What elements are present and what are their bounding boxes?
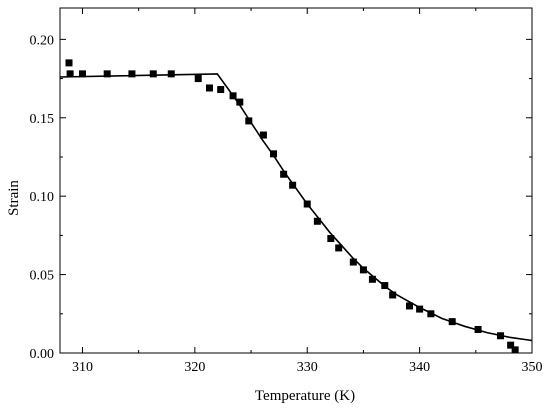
data-point xyxy=(270,150,278,158)
x-tick-label: 320 xyxy=(184,360,205,375)
axes: 310 320 330 340 350 0.00 0.05 0.10 0.15 0.20 xyxy=(30,7,543,375)
data-point xyxy=(335,244,343,252)
data-point xyxy=(313,217,321,225)
data-point xyxy=(381,282,389,290)
x-tick-label: 310 xyxy=(72,360,93,375)
data-point xyxy=(65,59,73,67)
data-point xyxy=(474,325,482,333)
data-point xyxy=(194,75,202,83)
data-point xyxy=(359,266,367,274)
data-point xyxy=(289,181,297,189)
data-point xyxy=(427,310,435,318)
y-tick-label: 0.15 xyxy=(30,112,55,127)
data-point xyxy=(349,258,357,266)
data-point xyxy=(448,318,456,326)
data-point xyxy=(303,200,311,208)
y-tick-label: 0.00 xyxy=(30,347,55,362)
data-point xyxy=(217,86,225,94)
data-point xyxy=(389,291,397,299)
data-point xyxy=(280,170,288,178)
data-point xyxy=(511,346,519,354)
x-axis-title: Temperature (K) xyxy=(255,388,355,404)
plot-area xyxy=(59,59,533,354)
x-tick-label: 350 xyxy=(522,360,543,375)
data-point xyxy=(149,70,157,78)
data-point xyxy=(259,131,267,139)
data-point xyxy=(368,275,376,283)
y-tick-label: 0.20 xyxy=(30,33,55,48)
data-point xyxy=(128,70,136,78)
data-point xyxy=(327,235,335,243)
data-point xyxy=(236,98,244,106)
x-tick-label: 340 xyxy=(409,360,430,375)
data-point xyxy=(167,70,175,78)
data-point xyxy=(78,70,86,78)
y-axis-title: Strain xyxy=(6,180,22,216)
y-tick-label: 0.05 xyxy=(30,269,55,284)
data-point xyxy=(497,332,505,340)
data-point xyxy=(103,70,111,78)
plot-frame xyxy=(59,7,533,354)
y-tick-label: 0.10 xyxy=(30,190,55,205)
data-point xyxy=(245,117,253,125)
fit-curve xyxy=(59,73,533,342)
data-point xyxy=(416,305,424,313)
data-point xyxy=(507,341,515,349)
data-point xyxy=(406,302,414,310)
data-point xyxy=(205,84,213,92)
data-point xyxy=(229,92,237,100)
data-point xyxy=(66,70,74,78)
x-tick-label: 330 xyxy=(297,360,318,375)
